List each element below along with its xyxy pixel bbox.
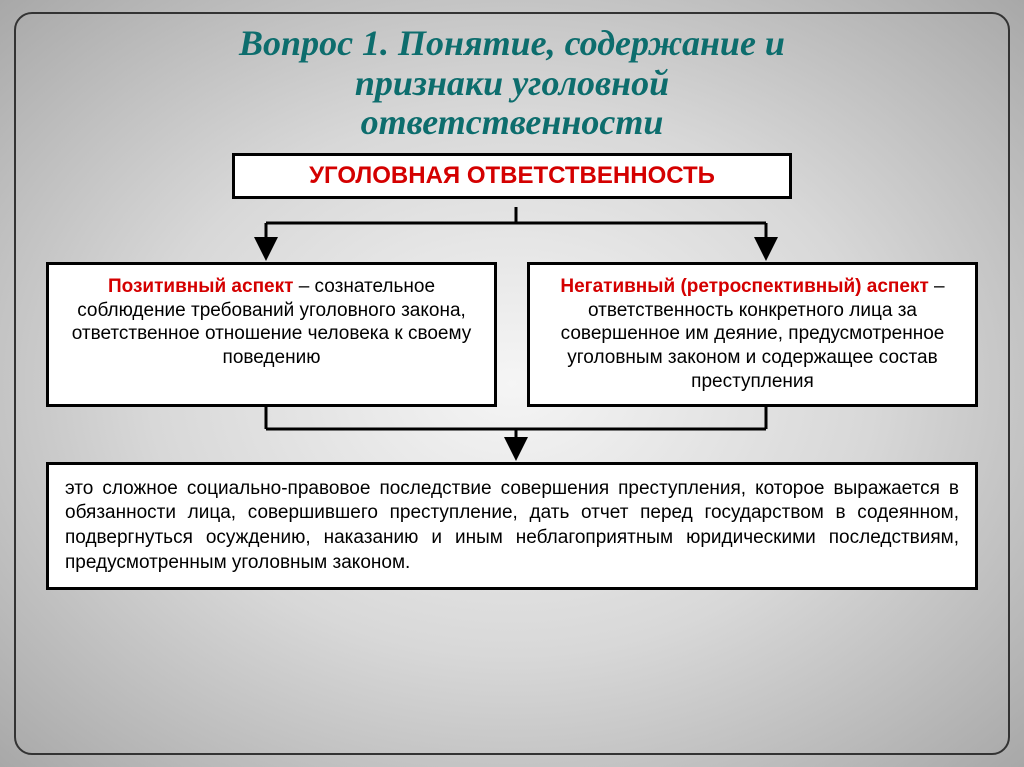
subtitle-text: УГОЛОВНАЯ ОТВЕТСТВЕННОСТЬ <box>309 162 715 189</box>
aspect-positive-title: Позитивный аспект <box>108 276 293 297</box>
title-line-2: признаки уголовной <box>46 64 978 104</box>
title-line-3: ответственности <box>46 103 978 143</box>
title-line-1: Вопрос 1. Понятие, содержание и <box>46 24 978 64</box>
definition-box: это сложное социально-правовое последств… <box>46 462 978 591</box>
aspects-row: Позитивный аспект – сознательное соблюде… <box>46 262 978 407</box>
slide-title: Вопрос 1. Понятие, содержание и признаки… <box>46 24 978 143</box>
definition-text: это сложное социально-правовое последств… <box>65 478 959 573</box>
split-connector <box>46 207 978 262</box>
aspect-negative-box: Негативный (ретроспективный) аспект – от… <box>527 262 978 407</box>
aspect-positive-box: Позитивный аспект – сознательное соблюде… <box>46 262 497 407</box>
slide-frame: Вопрос 1. Понятие, содержание и признаки… <box>14 12 1010 755</box>
aspect-negative-title: Негативный (ретроспективный) аспект <box>560 276 928 297</box>
subtitle-box: УГОЛОВНАЯ ОТВЕТСТВЕННОСТЬ <box>232 153 792 199</box>
merge-connector <box>46 407 978 462</box>
